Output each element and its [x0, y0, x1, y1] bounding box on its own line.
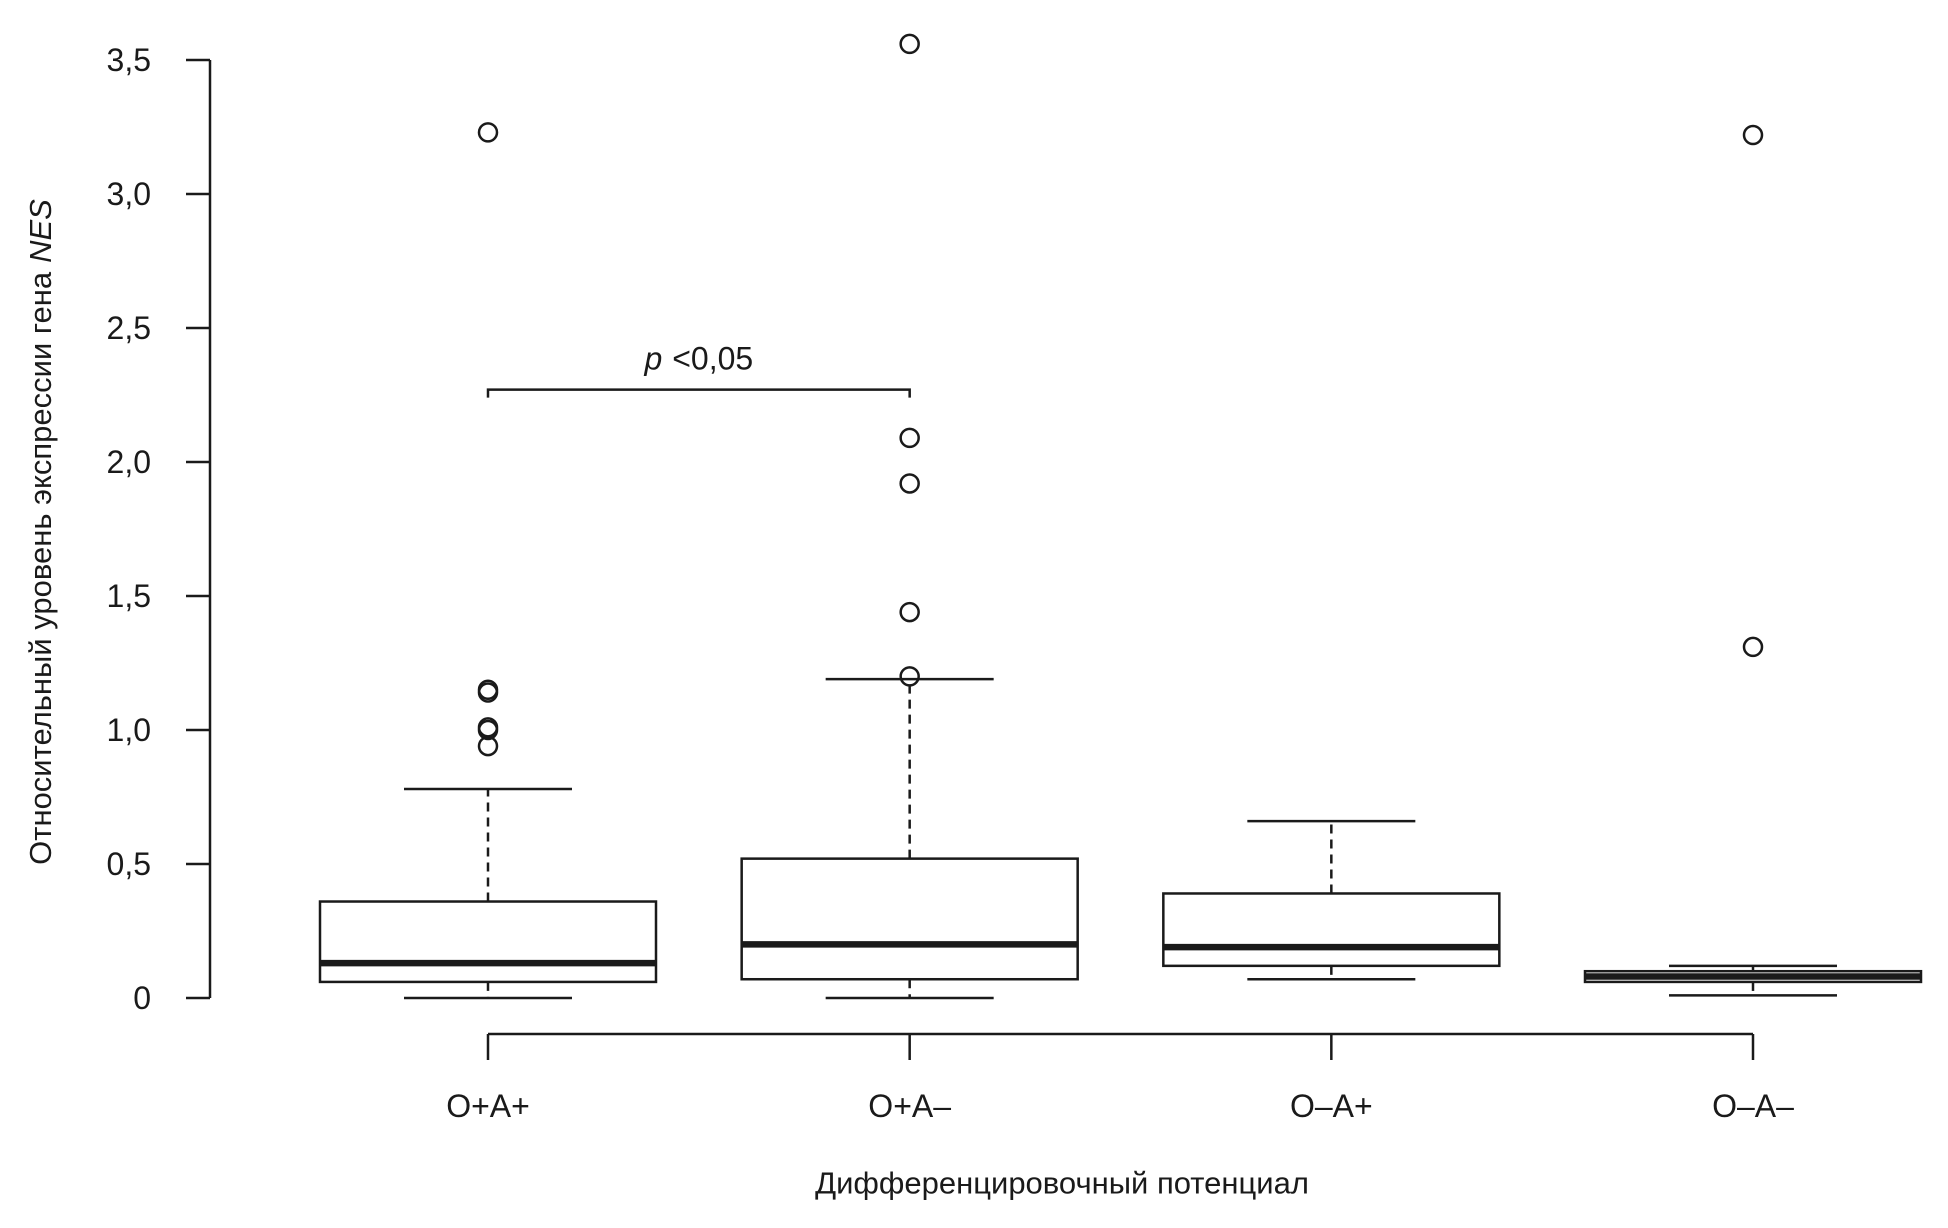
p-symbol: p — [643, 341, 662, 377]
x-tick-label: O–A– — [1712, 1088, 1794, 1124]
y-axis-title-gene: NES — [23, 199, 58, 263]
outlier-point — [477, 717, 499, 738]
outlier-point — [899, 666, 920, 687]
outlier-point — [477, 679, 499, 701]
outlier-point — [1742, 124, 1764, 146]
iqr-box — [1162, 892, 1501, 968]
significance-bracket — [486, 388, 911, 398]
x-tick-label: O–A+ — [1290, 1088, 1373, 1124]
box-group-2 — [740, 33, 1079, 1000]
outlier-point — [899, 473, 920, 494]
significance-annotation: p <0,05 — [486, 341, 911, 398]
y-tick-label: 2,5 — [107, 310, 151, 346]
iqr-box — [740, 857, 1079, 981]
p-value: <0,05 — [672, 341, 753, 377]
box-group-3 — [1162, 819, 1501, 981]
y-axis-title-text: Относительный уровень экспрессии гена — [23, 271, 58, 865]
x-axis-title: Дифференцировочный потенциал — [815, 1166, 1309, 1201]
y-axis: 0 0,5 1,0 1,5 2,0 2,5 3,0 3,5 — [107, 42, 212, 1016]
y-tick-label: 3,0 — [107, 176, 151, 212]
x-tick-label: O+A+ — [446, 1088, 530, 1124]
significance-label: p <0,05 — [643, 341, 753, 377]
x-tick-label: O+A– — [868, 1088, 951, 1124]
x-axis: O+A+ O+A– O–A+ O–A– — [446, 1032, 1794, 1124]
y-tick-label: 0 — [133, 980, 151, 1016]
box-group-4 — [1583, 124, 1923, 997]
outlier-point — [477, 122, 499, 143]
outlier-point — [899, 33, 920, 55]
y-tick-label: 1,5 — [107, 578, 151, 614]
boxes — [318, 33, 1923, 1000]
y-tick-label: 1,0 — [107, 712, 151, 748]
outlier-point — [899, 427, 920, 449]
box-group-1 — [318, 122, 658, 1000]
y-tick-label: 2,0 — [107, 444, 151, 480]
outlier-point — [899, 601, 920, 623]
y-axis-title: Относительный уровень экспрессии гена NES — [23, 199, 58, 865]
y-tick-label: 0,5 — [107, 846, 151, 882]
outlier-point — [1742, 636, 1764, 658]
y-tick-label: 3,5 — [107, 42, 151, 78]
iqr-box — [318, 900, 658, 984]
